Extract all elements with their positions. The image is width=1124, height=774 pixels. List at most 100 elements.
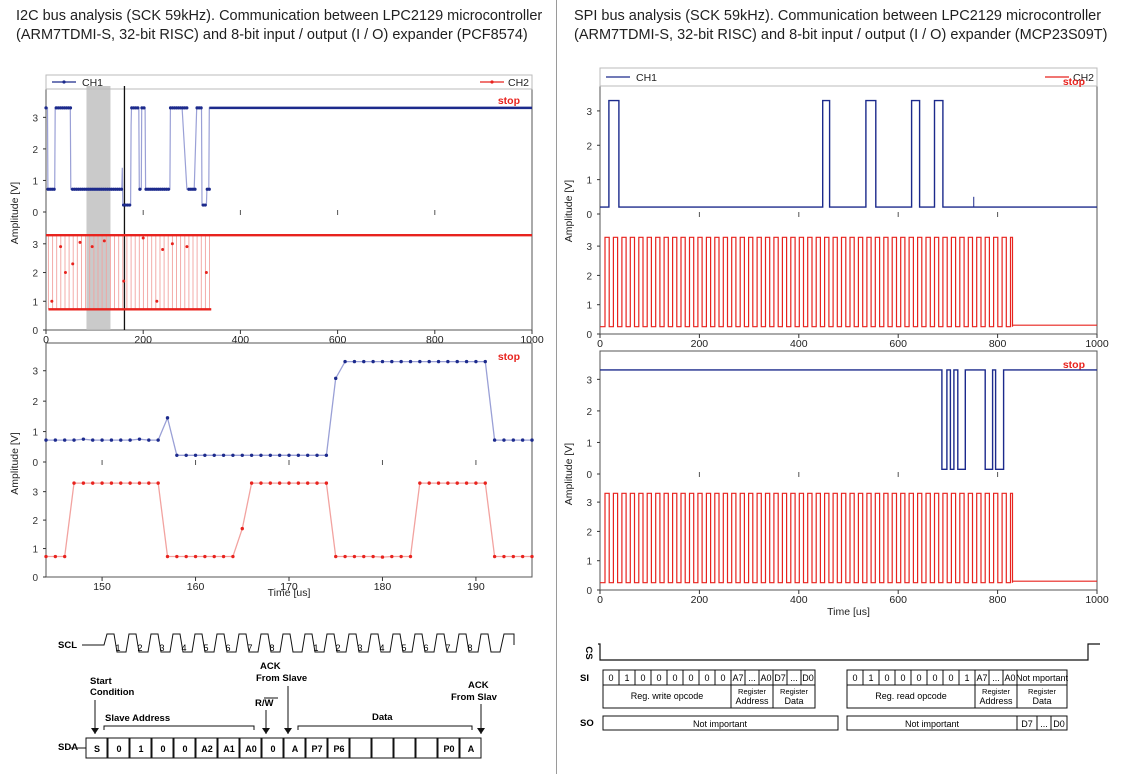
x-axis-label: Time [us] <box>268 587 311 599</box>
ch1-sample <box>203 453 207 458</box>
sda-cell <box>371 737 394 759</box>
y-tick-label: 1 <box>32 428 38 439</box>
ch2-sample <box>390 554 394 559</box>
si-group-text: Address <box>735 696 769 706</box>
ack-from-slave-label: From Slave <box>256 673 307 684</box>
x-tick-label: 0 <box>597 338 603 350</box>
y-axis-label: Amplitude [V] <box>9 432 21 495</box>
ch1-sample <box>362 359 366 364</box>
legend-box <box>599 67 1098 87</box>
ch1-sample <box>119 438 123 442</box>
ch1-sample <box>334 376 338 381</box>
si-group-text: Register <box>982 687 1010 696</box>
sda-cell-text: P7 <box>311 744 322 754</box>
ch2-sample <box>483 481 487 485</box>
ch2-sample <box>100 481 104 485</box>
si-label: SI <box>580 673 589 684</box>
x-tick-label: 400 <box>790 594 808 606</box>
si-bit-text: 0 <box>852 673 857 683</box>
si-group-text: Data <box>1032 696 1051 706</box>
y-tick-label: 2 <box>586 271 592 282</box>
y-tick-label: 1 <box>32 176 38 187</box>
si-bit-text: D7 <box>774 673 786 683</box>
x-tick-label: 800 <box>989 338 1007 350</box>
clock-number: 1 <box>313 643 318 653</box>
sda-label: SDA <box>58 742 78 753</box>
marker-arrow-head <box>91 728 99 734</box>
sda-cell-text: S <box>94 744 100 754</box>
x-tick-label: 150 <box>93 581 111 593</box>
sda-cell <box>107 737 130 759</box>
clock-number: 4 <box>379 643 384 653</box>
sda-cell-text: 0 <box>116 744 121 754</box>
ch1-sample <box>138 187 142 191</box>
so-text: Not important <box>905 719 960 729</box>
ch2-sample <box>81 481 86 485</box>
ch1-sample <box>53 438 58 442</box>
cs-waveform <box>598 643 1100 661</box>
y-tick-label: 1 <box>32 297 38 308</box>
x-tick-label: 0 <box>43 334 49 346</box>
y-tick-label: 0 <box>586 586 592 597</box>
si-bit-text: 0 <box>688 673 693 683</box>
ch1-sample <box>446 359 450 364</box>
y-tick-label: 0 <box>586 470 592 481</box>
sda-cell <box>85 737 108 759</box>
y-tick-label: 1 <box>586 176 592 187</box>
i2c-caption: I2C bus analysis (SCK 59kHz). Communicat… <box>16 8 543 43</box>
ch1-sample <box>199 106 203 110</box>
so-bit-text: D7 <box>1021 719 1033 729</box>
si-bit-text: 0 <box>900 673 905 683</box>
ch1-sample <box>100 438 104 442</box>
ch1-sample <box>296 453 301 458</box>
data-bracket <box>297 725 473 730</box>
ch2-sample <box>185 245 189 249</box>
ch1-sample <box>44 106 48 110</box>
address-bracket <box>103 725 255 730</box>
ch1-sample <box>184 453 188 458</box>
ch1-sample <box>136 106 140 110</box>
y-tick-label: 2 <box>586 527 592 538</box>
ch1-sample <box>231 453 235 458</box>
ch1-sample <box>175 453 179 458</box>
y-axis-label: Amplitude [V] <box>563 443 575 506</box>
si-bit-text: 0 <box>704 673 709 683</box>
cs-label: CS <box>583 646 594 659</box>
ch2-sample <box>90 245 94 249</box>
clock-number: 2 <box>137 643 142 653</box>
ch2-sample <box>352 554 357 559</box>
x-tick-label: 170 <box>280 581 298 593</box>
sda-cell <box>393 737 416 759</box>
ch2-sample <box>418 481 422 485</box>
ch2-sample <box>122 279 126 283</box>
sda-cell-text: A0 <box>245 744 257 754</box>
marker-arrow-head <box>284 728 292 734</box>
sda-cell <box>437 737 460 759</box>
y-tick-label: 0 <box>32 326 38 337</box>
si-bit-text: 0 <box>608 673 613 683</box>
si-bit-text: 0 <box>672 673 677 683</box>
ch1-sample <box>305 453 310 458</box>
y-tick-label: 3 <box>32 488 38 499</box>
ch1-sample <box>492 438 497 442</box>
si-bit-text: 0 <box>640 673 645 683</box>
ch1-sample <box>380 359 385 364</box>
clock-number: 4 <box>181 643 186 653</box>
ch1-sample <box>268 453 273 458</box>
ch1-trace <box>600 369 1097 470</box>
ack-label: ACK <box>260 661 281 672</box>
ch1-sample <box>52 187 56 191</box>
ch2-sample <box>436 481 441 485</box>
ch2-sample <box>62 554 67 559</box>
sda-cell <box>239 737 262 759</box>
si-bit-text: 1 <box>868 673 873 683</box>
x-tick-label: 1000 <box>1085 338 1109 350</box>
si-group-text: Reg. write opcode <box>631 691 704 701</box>
data-label: Data <box>372 712 393 723</box>
so-cell <box>602 715 839 731</box>
ch1-sample <box>427 359 431 364</box>
ch2-sample <box>446 481 450 485</box>
y-tick-label: 0 <box>32 573 38 584</box>
si-bit-text: 1 <box>624 673 629 683</box>
